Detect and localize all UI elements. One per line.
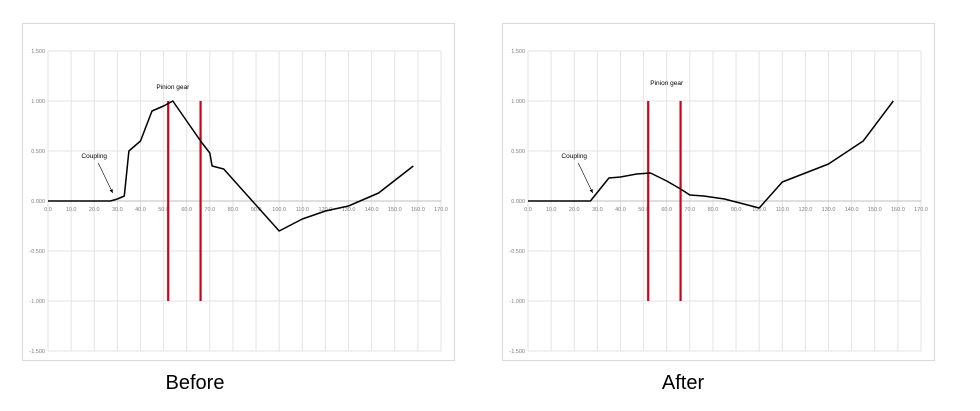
y-tick-label: -1.000 bbox=[509, 299, 525, 305]
annotation-label: Pinion gear bbox=[156, 84, 190, 91]
series-line bbox=[48, 100, 414, 232]
x-tick-label: 80.0 bbox=[228, 207, 239, 213]
x-tick-label: 10.0 bbox=[546, 207, 557, 213]
y-tick-label: 0.000 bbox=[31, 199, 45, 205]
y-tick-label: 0.500 bbox=[31, 149, 45, 155]
x-tick-label: 80.0 bbox=[708, 207, 719, 213]
x-tick-label: 70.0 bbox=[204, 207, 215, 213]
x-tick-label: 110.0 bbox=[776, 207, 789, 213]
y-tick-label: 1.000 bbox=[31, 99, 45, 105]
x-tick-label: 120.0 bbox=[799, 207, 813, 213]
x-tick-label: 90.0 bbox=[251, 207, 262, 213]
x-tick-label: 40.0 bbox=[615, 207, 626, 213]
caption-after: After bbox=[661, 372, 705, 394]
y-tick-label: -1.000 bbox=[29, 299, 45, 305]
x-tick-label: 160.0 bbox=[411, 207, 425, 213]
y-tick-label: 1.000 bbox=[511, 99, 525, 105]
x-tick-label: 20.0 bbox=[569, 207, 580, 213]
annotation-label: Pinion gear bbox=[650, 80, 684, 87]
y-tick-label: -1.500 bbox=[29, 349, 45, 355]
x-tick-label: 30.0 bbox=[592, 207, 603, 213]
y-tick-label: 0.500 bbox=[511, 149, 525, 155]
annotation-label: Coupling bbox=[561, 153, 587, 160]
y-tick-label: 1.500 bbox=[31, 49, 45, 55]
x-tick-label: 10.0 bbox=[66, 207, 77, 213]
x-tick-label: 130.0 bbox=[822, 207, 836, 213]
chart-before-svg: 0.0 10.0 20.0 30.0 40.0 50.0 60.0 70.0 80.0 90.0 1… bbox=[29, 49, 448, 355]
chart-after-svg: 0.0 10.0 20.0 30.0 40.0 50.0 60.0 70.0 80.0 90.0 1… bbox=[509, 49, 928, 355]
x-tick-label: 90.0 bbox=[731, 207, 742, 213]
caption-before: Before bbox=[165, 372, 225, 394]
x-tick-label: 0.0 bbox=[44, 207, 52, 213]
x-tick-label: 30.0 bbox=[112, 207, 123, 213]
x-tick-label: 60.0 bbox=[181, 207, 192, 213]
y-tick-label: 1.500 bbox=[511, 49, 525, 55]
x-tick-label: 20.0 bbox=[89, 207, 100, 213]
x-tick-label: 0.0 bbox=[524, 207, 532, 213]
chart-after-panel: 0.0 10.0 20.0 30.0 40.0 50.0 60.0 70.0 80.0 90.0 1… bbox=[502, 23, 935, 361]
x-tick-label: 160.0 bbox=[891, 207, 905, 213]
x-tick-label: 130.0 bbox=[342, 207, 356, 213]
series-line bbox=[528, 100, 894, 209]
x-tick-label: 140.0 bbox=[845, 207, 859, 213]
y-tick-label: 0.000 bbox=[511, 199, 525, 205]
annotation-arrowhead bbox=[109, 189, 113, 193]
annotation-arrowhead bbox=[589, 189, 593, 193]
x-tick-label: 150.0 bbox=[388, 207, 402, 213]
x-tick-label: 60.0 bbox=[661, 207, 672, 213]
y-tick-label: -0.500 bbox=[509, 249, 525, 255]
x-tick-label: 40.0 bbox=[135, 207, 146, 213]
x-tick-label: 50.0 bbox=[158, 207, 169, 213]
y-tick-label: -0.500 bbox=[29, 249, 45, 255]
annotation-arrow bbox=[97, 162, 113, 194]
y-tick-label: -1.500 bbox=[509, 349, 525, 355]
chart-before-panel: 0.0 10.0 20.0 30.0 40.0 50.0 60.0 70.0 80.0 90.0 1… bbox=[22, 23, 455, 361]
annotation-arrow bbox=[577, 162, 593, 194]
x-tick-label: 170.0 bbox=[434, 207, 448, 213]
x-tick-label: 70.0 bbox=[684, 207, 695, 213]
annotation-label: Coupling bbox=[81, 153, 107, 160]
x-tick-label: 120.0 bbox=[319, 207, 333, 213]
x-tick-label: 100.0 bbox=[272, 207, 286, 213]
x-tick-label: 110.0 bbox=[296, 207, 309, 213]
x-tick-label: 140.0 bbox=[365, 207, 379, 213]
x-tick-label: 100.0 bbox=[752, 207, 766, 213]
x-tick-label: 150.0 bbox=[868, 207, 882, 213]
x-tick-label: 170.0 bbox=[914, 207, 928, 213]
x-tick-label: 50.0 bbox=[638, 207, 649, 213]
